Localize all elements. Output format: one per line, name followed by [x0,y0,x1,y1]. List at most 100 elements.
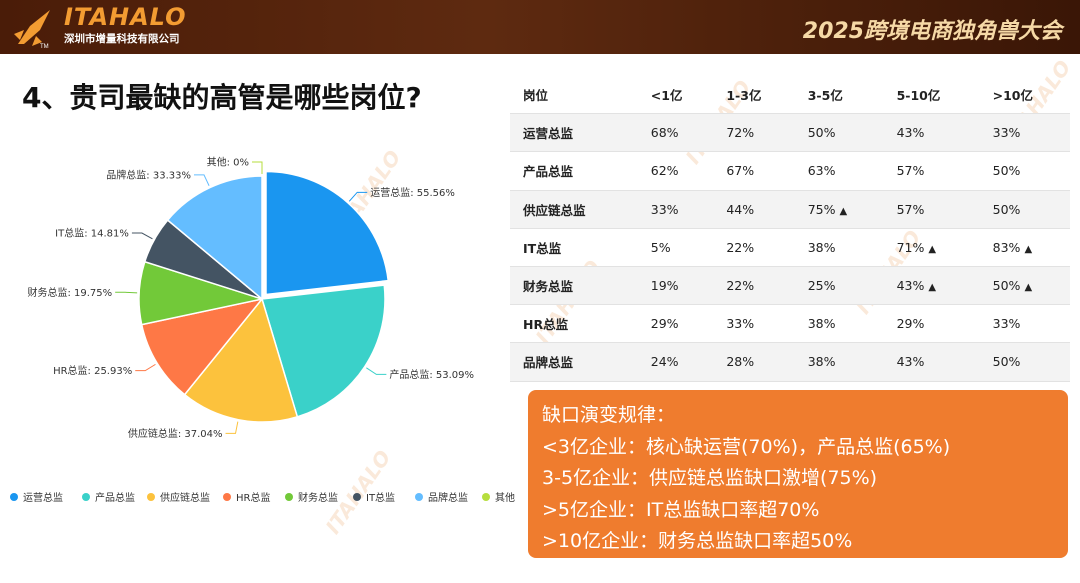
table-header-cell: >10亿 [979,76,1070,115]
slice-label-0: 运营总监: 55.56% [370,186,455,199]
row-label: 财务总监 [510,266,638,306]
header-bar: TM ITAHALO 深圳市增量科技有限公司 2025跨境电商独角兽大会 [0,0,1080,54]
table-row: HR总监 29% 33% 38% 29% 33% [510,304,1070,344]
table-header-cell: <1亿 [637,76,714,115]
slice-label-6: 品牌总监: 33.33% [106,168,191,181]
pie-slice-6 [166,175,263,301]
legend-item[interactable]: 品牌总监 [415,489,468,504]
table-cell: 63% [794,151,884,191]
summary-line: <3亿企业：核心缺运营(70%)，产品总监(65%) [542,435,951,458]
table-header-cell: 1-3亿 [713,76,795,115]
legend-swatch [223,492,231,501]
pie-slice-0 [265,170,390,296]
table-cell: 24% [637,342,714,382]
table-cell: 33% [979,304,1070,344]
legend-swatch [10,492,18,501]
table-cell: 22% [713,266,795,306]
legend-label: 运营总监 [23,493,63,504]
pie-slice-2 [183,297,299,423]
table-cell: 38% [794,228,884,267]
rocket-logo-icon: TM [14,10,50,50]
legend-swatch [147,492,155,501]
table-cell: 68% [637,113,714,153]
slice-label-4: 财务总监: 19.75% [27,286,112,299]
table-cell: 33% [637,190,714,229]
table-cell: 28% [713,342,795,382]
up-triangle-icon: ▲ [928,243,937,255]
slice-label-3: HR总监: 25.93% [53,364,132,377]
leader-line-2 [225,421,239,434]
legend-label: 品牌总监 [428,493,468,504]
table-cell: 43% ▲ [883,266,980,306]
table-header-cell: 5-10亿 [883,76,980,115]
legend-item[interactable]: 其他 [482,489,515,504]
table-cell: 57% [883,190,980,229]
table-cell: 71% ▲ [883,228,980,267]
legend-swatch [285,492,293,501]
pie-slice-3 [140,297,264,396]
table-cell: 44% [713,190,795,229]
summary-line: >5亿企业：IT总监缺口率超70% [542,498,820,521]
table-header-row: 岗位 <1亿 1-3亿 3-5亿 5-10亿 >10亿 [510,76,1070,115]
table-row: 运营总监 68% 72% 50% 43% 33% [510,113,1070,153]
table-cell: 50% [979,151,1070,191]
table-cell: 50% ▲ [979,266,1070,306]
slice-label-1: 产品总监: 53.09% [389,368,474,381]
row-label: HR总监 [510,304,638,344]
legend-swatch [415,492,423,501]
table-cell: 43% [883,342,980,382]
slice-label-2: 供应链总监: 37.04% [128,427,223,440]
table-cell: 83% ▲ [979,228,1070,267]
table-cell: 57% [883,151,980,191]
table-cell: 22% [713,228,795,267]
data-table: 岗位 <1亿 1-3亿 3-5亿 5-10亿 >10亿 运营总监 68% 72% 50% 43% 3… [510,76,1070,382]
up-triangle-icon: ▲ [1024,282,1033,294]
tm-mark: TM [40,44,49,50]
chart-legend: 运营总监 产品总监 供应链总监 HR总监 财务总监 IT总监 品牌总监 其他 [10,489,530,504]
table-cell: 25% [794,266,884,306]
table-cell: 62% [637,151,714,191]
table-cell: 50% [794,113,884,153]
summary-line: 缺口演变规律： [542,404,676,426]
question-title: 4、贵司最缺的高管是哪些岗位? [22,81,422,114]
legend-item[interactable]: 产品总监 [82,489,135,504]
company-name: 深圳市增量科技有限公司 [64,33,180,45]
table-cell: 75% ▲ [794,190,884,229]
legend-swatch [482,492,490,501]
leader-line-3 [135,363,156,372]
row-label: 供应链总监 [510,190,638,229]
table-cell: 72% [713,113,795,153]
table-cell: 33% [979,113,1070,153]
leader-line-6 [193,174,210,186]
legend-swatch [82,492,90,501]
summary-line: 3-5亿企业：供应链总监缺口激增(75%) [542,467,878,489]
leader-line-0 [348,191,368,202]
summary-line: >10亿企业：财务总监缺口率超50% [542,530,853,552]
row-label: IT总监 [510,228,638,267]
leader-line-4 [115,291,138,294]
table-cell: 5% [637,228,714,267]
table-row: IT总监 5% 22% 38% 71% ▲ 83% ▲ [510,228,1070,267]
legend-label: IT总监 [366,493,396,504]
table-cell: 38% [794,342,884,382]
pie-slice-1 [261,284,386,418]
legend-item[interactable]: 财务总监 [285,489,338,504]
up-triangle-icon: ▲ [1024,243,1033,255]
legend-item[interactable]: IT总监 [353,489,395,504]
table-row: 财务总监 19% 22% 25% 43% ▲ 50% ▲ [510,266,1070,306]
table-row: 产品总监 62% 67% 63% 57% 50% [510,151,1070,191]
up-triangle-icon: ▲ [928,282,937,294]
legend-item[interactable]: 供应链总监 [147,489,210,504]
slice-label-5: IT总监: 14.81% [55,227,129,240]
table-cell: 29% [637,304,714,344]
table-cell: 67% [713,151,795,191]
legend-item[interactable]: HR总监 [223,489,270,504]
row-label: 运营总监 [510,113,638,153]
table-cell: 19% [637,266,714,306]
legend-label: HR总监 [236,493,271,504]
table-header-cell: 3-5亿 [794,76,884,115]
legend-item[interactable]: 运营总监 [10,489,63,504]
legend-label: 其他 [495,493,515,504]
leader-line-5 [131,232,153,240]
leader-line-7 [252,161,263,174]
